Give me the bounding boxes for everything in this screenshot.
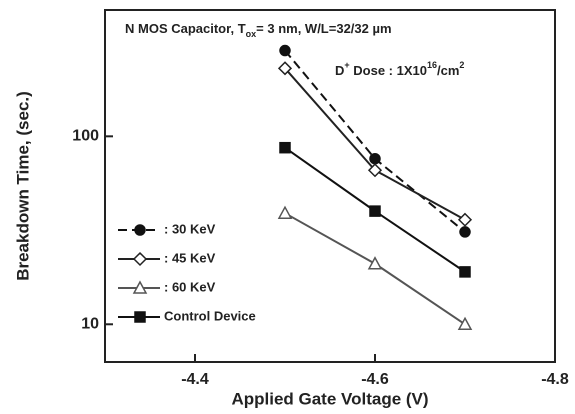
marker xyxy=(459,266,471,278)
marker xyxy=(134,224,146,236)
annotation-part: ox xyxy=(246,29,257,39)
marker xyxy=(367,163,383,178)
marker xyxy=(279,141,291,154)
x-axis-label: Applied Gate Voltage (V) xyxy=(231,389,428,408)
annotation: D+ Dose : 1X1016/cm2 xyxy=(335,60,464,78)
annotation-part: + xyxy=(344,60,349,70)
x-tick-label: -4.6 xyxy=(361,371,389,388)
annotation-part: D xyxy=(335,63,344,78)
marker xyxy=(459,226,471,238)
x-tick-label: -4.4 xyxy=(181,371,209,388)
marker xyxy=(132,251,148,267)
marker xyxy=(277,61,293,76)
marker xyxy=(279,44,291,57)
marker xyxy=(367,256,383,270)
annotation-part: = 3 nm, W/L=32/32 µm xyxy=(256,21,391,36)
x-tick-label: -4.8 xyxy=(541,371,569,388)
annotation-part: 2 xyxy=(459,60,464,70)
y-tick-label: 10 xyxy=(81,316,99,333)
plot-frame xyxy=(104,9,556,363)
marker xyxy=(369,205,381,217)
y-tick-label: 100 xyxy=(72,128,99,145)
annotation-part: Dose : 1X10 xyxy=(350,63,427,78)
marker xyxy=(457,212,473,227)
legend-label: Control Device xyxy=(164,308,256,323)
marker xyxy=(132,280,148,294)
annotation-part: 16 xyxy=(427,60,437,70)
marker xyxy=(277,205,293,219)
marker xyxy=(457,316,473,331)
legend-label: : 45 KeV xyxy=(164,250,216,265)
annotation-part: /cm xyxy=(437,63,459,78)
y-axis-label: Breakdown Time, (sec.) xyxy=(13,91,32,281)
legend-label: : 60 KeV xyxy=(164,279,216,294)
legend-label: : 30 KeV xyxy=(164,221,216,236)
annotation: N MOS Capacitor, Tox= 3 nm, W/L=32/32 µm xyxy=(125,21,392,39)
marker xyxy=(369,152,381,165)
series-line xyxy=(284,67,466,221)
annotation-part: N MOS Capacitor, T xyxy=(125,21,246,36)
marker xyxy=(134,311,146,323)
